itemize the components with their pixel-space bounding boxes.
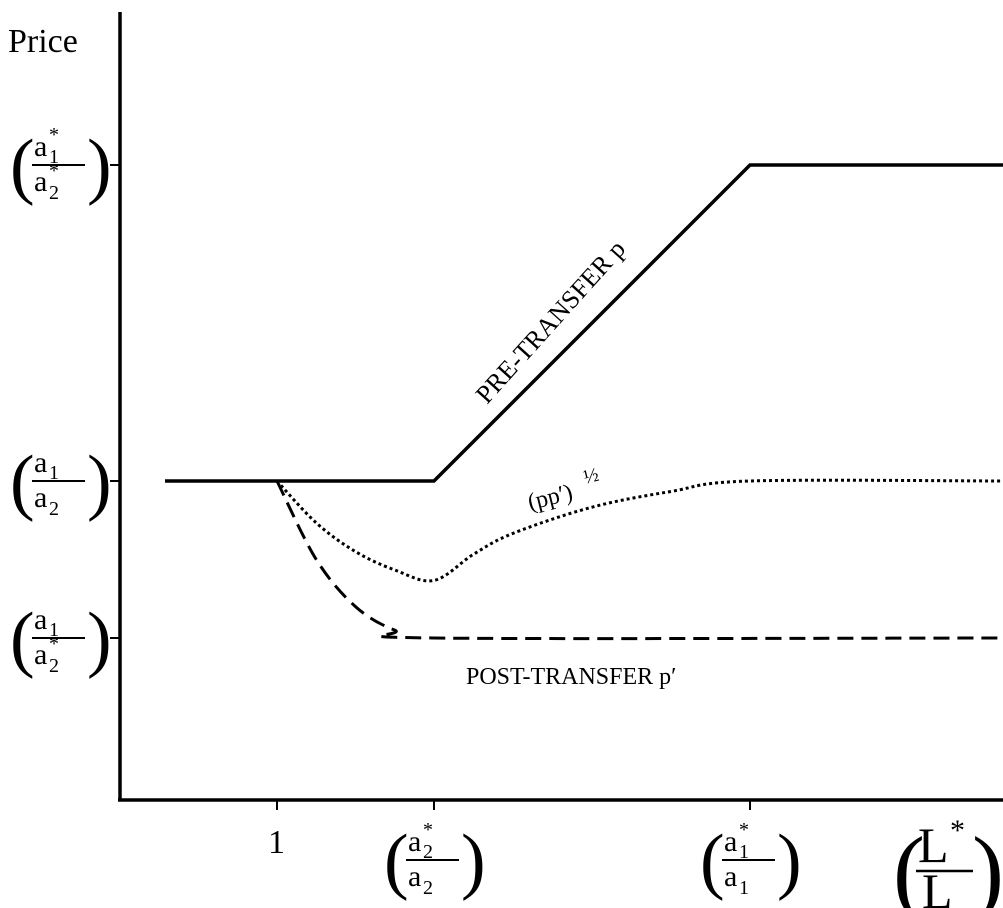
y-tick-label-2-right-paren: ) — [87, 598, 112, 680]
y-tick-label-0-num: a — [34, 130, 47, 163]
pre-transfer-label: PRE-TRANSFER p — [470, 234, 631, 409]
y-tick-label-0-left-paren: ( — [10, 125, 35, 207]
y-tick-label-1-num: a — [34, 446, 47, 479]
post-transfer-label: POST-TRANSFER p′ — [466, 664, 676, 690]
y-tick-label-0: ()a 1*a 2* — [10, 124, 112, 207]
x-tick-label-2-num-sup: * — [739, 819, 749, 841]
y-tick-label-0-right-paren: ) — [87, 125, 112, 207]
series-pre-transfer-line — [165, 163, 1003, 483]
x-tick-label-1-den-sub: 2 — [423, 877, 433, 899]
x-tick-label-1-den: a — [408, 860, 421, 893]
y-tick-label-1-den: a — [34, 481, 47, 514]
x-axis-label-numerator-sup: * — [950, 814, 965, 847]
y-tick-label-2-num-sub: 1 — [49, 619, 59, 641]
x-tick-label-0: 1 — [268, 824, 285, 861]
x-axis-label-denominator: L — [922, 863, 953, 908]
y-tick-label-1-right-paren: ) — [87, 441, 112, 523]
x-axis-label-right-paren: ) — [972, 817, 1003, 908]
y-tick-label-2-den: a — [34, 638, 47, 671]
geometric-mean-base: (pp′) — [525, 480, 575, 516]
y-axis-label: Price — [8, 23, 78, 60]
y-tick-label-0-num-sup: * — [49, 124, 59, 146]
y-tick-labels: ()a 1*a 2*()a 1a 2()a 1a 2* — [10, 124, 112, 680]
x-tick-label-2-den-sub: 1 — [739, 877, 749, 899]
y-tick-label-2-left-paren: ( — [10, 598, 35, 680]
y-tick-label-1-num-sub: 1 — [49, 462, 59, 484]
x-tick-label-1-num-sup: * — [423, 819, 433, 841]
x-tick-label-2: ()a 1*a 1 — [700, 819, 802, 902]
y-tick-label-0-den-sub: 2 — [49, 182, 59, 204]
y-tick-label-0-den: a — [34, 165, 47, 198]
x-axis-label: ( L * L ) — [893, 814, 1003, 908]
x-tick-label-1-num: a — [408, 825, 421, 858]
y-tick-label-0-den-sup: * — [49, 160, 59, 182]
y-tick-label-2-num: a — [34, 603, 47, 636]
x-tick-label-2-num-sub: 1 — [739, 841, 749, 863]
x-tick-label-1-right-paren: ) — [461, 820, 486, 902]
y-tick-label-1-den-sub: 2 — [49, 498, 59, 520]
series-geometric-mean-line — [275, 478, 1003, 583]
x-tick-label-2-num: a — [724, 825, 737, 858]
series-layer — [165, 163, 1003, 641]
y-tick-label-2-den-sub: 2 — [49, 655, 59, 677]
y-tick-label-1-left-paren: ( — [10, 441, 35, 523]
series-post-transfer-line — [275, 480, 1003, 641]
y-tick-label-0-num-sub: 1 — [49, 146, 59, 168]
x-axis-label-numerator: L — [918, 817, 949, 873]
x-tick-label-2-left-paren: ( — [700, 820, 725, 902]
x-tick-label-2-den: a — [724, 860, 737, 893]
x-tick-labels: 1()a 2*a 2()a 1*a 1 — [268, 819, 802, 902]
x-tick-label-1-left-paren: ( — [384, 820, 409, 902]
y-tick-label-1: () a 1a 2 — [10, 441, 112, 523]
x-tick-label-1-num-sub: 2 — [423, 841, 433, 863]
x-tick-label-1: ()a 2*a 2 — [384, 819, 486, 902]
x-tick-label-2-right-paren: ) — [777, 820, 802, 902]
y-tick-label-2-den-sup: * — [49, 633, 59, 655]
tick-layer — [110, 164, 751, 810]
x-axis-label-left-paren: ( — [893, 817, 925, 908]
y-tick-label-2: () a 1a 2* — [10, 598, 112, 680]
geometric-mean-exponent: ½ — [581, 464, 601, 489]
